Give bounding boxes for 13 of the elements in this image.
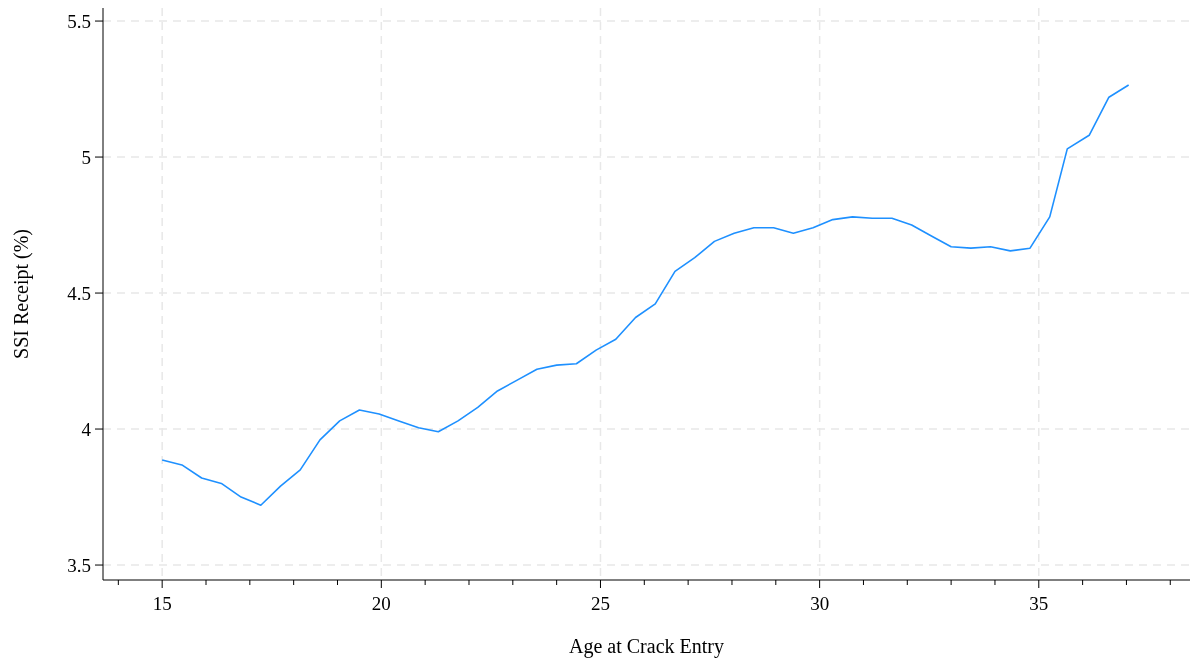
x-axis-title: Age at Crack Entry: [569, 635, 724, 658]
x-tick-label: 15: [152, 593, 172, 614]
line-series: [161, 84, 1130, 506]
x-tick-label: 35: [1029, 593, 1049, 614]
y-tick-label: 4.5: [67, 282, 91, 304]
x-tick-label: 25: [590, 593, 610, 614]
y-tick-label: 4: [81, 418, 92, 440]
y-tick-label: 3.5: [67, 554, 91, 576]
y-axis-title: SSI Receipt (%): [10, 229, 33, 359]
y-tick-label: 5: [81, 146, 91, 168]
x-tick-label: 20: [371, 593, 391, 614]
y-tick-label: 5.5: [67, 10, 91, 32]
x-tick-label: 30: [810, 593, 830, 614]
